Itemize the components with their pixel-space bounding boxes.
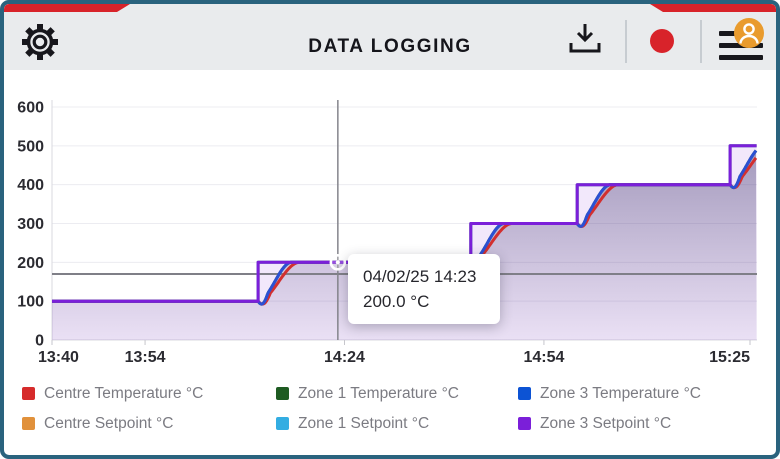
x-axis-label: 15:25 xyxy=(709,349,750,366)
header-accent-right xyxy=(650,4,776,12)
legend-item[interactable]: Centre Temperature °C xyxy=(22,381,276,406)
legend-label: Zone 3 Temperature °C xyxy=(540,384,701,402)
y-axis-label: 600 xyxy=(17,100,44,117)
y-axis-label: 500 xyxy=(17,138,44,155)
legend-swatch xyxy=(276,417,289,430)
legend-item[interactable]: Zone 3 Temperature °C xyxy=(518,381,767,406)
legend-label: Zone 1 Setpoint °C xyxy=(298,414,430,432)
tooltip-value: 200.0 °C xyxy=(363,292,430,311)
series-line-zone-3-setpoint-c xyxy=(52,144,757,303)
legend-item[interactable]: Centre Setpoint °C xyxy=(22,411,276,436)
header-divider xyxy=(700,20,702,63)
legend-swatch xyxy=(22,387,35,400)
legend-label: Centre Setpoint °C xyxy=(44,414,174,432)
menu-button[interactable] xyxy=(714,18,766,67)
legend-item[interactable]: Zone 1 Setpoint °C xyxy=(276,411,518,436)
x-axis-label: 13:54 xyxy=(125,349,166,366)
legend-label: Zone 3 Setpoint °C xyxy=(540,414,672,432)
y-axis-label: 100 xyxy=(17,294,44,311)
legend-label: Centre Temperature °C xyxy=(44,384,204,402)
x-axis-label: 14:54 xyxy=(523,349,564,366)
user-icon xyxy=(739,23,759,44)
x-axis-label: 13:40 xyxy=(38,349,79,366)
legend-item[interactable]: Zone 3 Setpoint °C xyxy=(518,411,767,436)
legend-swatch xyxy=(518,417,531,430)
chart-legend: Centre Temperature °C Zone 1 Temperature … xyxy=(22,381,767,436)
page-title: DATA LOGGING xyxy=(308,36,472,57)
tooltip-date: 04/02/25 14:23 xyxy=(363,267,477,286)
header-accent-left xyxy=(4,4,130,12)
y-axis-label: 300 xyxy=(17,216,44,233)
download-button[interactable] xyxy=(561,21,609,61)
settings-button[interactable] xyxy=(16,18,64,66)
gear-icon xyxy=(22,24,58,60)
legend-swatch xyxy=(518,387,531,400)
header-bar: DATA LOGGING xyxy=(4,4,776,70)
legend-swatch xyxy=(22,417,35,430)
y-axis-label: 0 xyxy=(35,333,44,350)
legend-item[interactable]: Zone 1 Temperature °C xyxy=(276,381,518,406)
record-button[interactable] xyxy=(650,29,674,53)
chart-tooltip: 04/02/25 14:23 200.0 °C xyxy=(348,254,500,324)
legend-label: Zone 1 Temperature °C xyxy=(298,384,459,402)
chart-area: 0 100 200 300 400 500 600 13:40 13:54 14:24 14:54 1… xyxy=(4,70,776,370)
y-axis-label: 200 xyxy=(17,255,44,272)
temperature-area-fill xyxy=(52,150,757,340)
x-axis-label: 14:24 xyxy=(324,349,365,366)
legend-swatch xyxy=(276,387,289,400)
user-avatar[interactable] xyxy=(734,18,764,48)
download-icon xyxy=(569,24,601,53)
y-axis-label: 400 xyxy=(17,177,44,194)
crosshair-marker-dot xyxy=(335,260,340,265)
chart-canvas[interactable]: 0 100 200 300 400 500 600 13:40 13:54 14:24 14:54 1… xyxy=(4,70,776,370)
header-divider xyxy=(625,20,627,63)
